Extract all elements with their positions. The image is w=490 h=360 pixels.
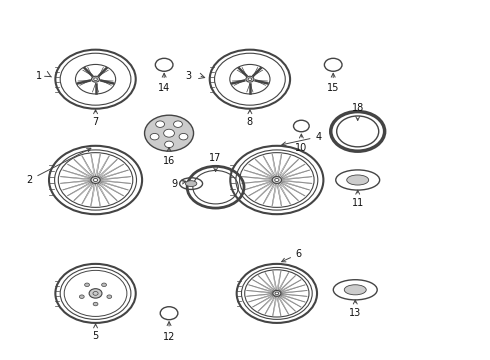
Text: 11: 11 <box>352 190 364 208</box>
Circle shape <box>165 141 173 148</box>
Circle shape <box>85 283 90 287</box>
Text: 7: 7 <box>93 110 98 127</box>
Text: 16: 16 <box>163 148 175 166</box>
Text: 9: 9 <box>171 179 186 189</box>
Circle shape <box>275 179 279 181</box>
Text: 18: 18 <box>352 103 364 120</box>
Text: 4: 4 <box>282 132 321 146</box>
Circle shape <box>79 295 84 298</box>
Circle shape <box>179 134 188 140</box>
Circle shape <box>164 129 174 137</box>
Circle shape <box>89 289 102 298</box>
Text: 8: 8 <box>247 110 253 127</box>
Circle shape <box>91 177 100 183</box>
Ellipse shape <box>185 181 197 186</box>
Text: 3: 3 <box>186 71 192 81</box>
Text: 15: 15 <box>327 73 340 93</box>
Circle shape <box>101 283 106 287</box>
Text: 1: 1 <box>36 71 42 81</box>
Text: 5: 5 <box>93 324 98 341</box>
Circle shape <box>272 177 281 183</box>
Text: 13: 13 <box>349 300 362 318</box>
Text: 17: 17 <box>209 153 222 171</box>
Text: 6: 6 <box>282 249 302 262</box>
Circle shape <box>275 292 279 295</box>
Circle shape <box>107 295 112 298</box>
Circle shape <box>150 134 159 140</box>
Circle shape <box>246 76 254 82</box>
Circle shape <box>93 302 98 306</box>
Circle shape <box>94 78 98 81</box>
Circle shape <box>94 179 98 181</box>
Ellipse shape <box>344 285 366 295</box>
Text: 12: 12 <box>163 322 175 342</box>
Circle shape <box>92 76 99 82</box>
Circle shape <box>156 121 165 127</box>
Text: 10: 10 <box>295 134 308 153</box>
Text: 14: 14 <box>158 73 171 93</box>
Circle shape <box>145 115 194 151</box>
Circle shape <box>273 291 281 296</box>
Ellipse shape <box>347 175 368 185</box>
Circle shape <box>248 78 252 81</box>
Text: 2: 2 <box>26 148 91 185</box>
Circle shape <box>173 121 182 127</box>
